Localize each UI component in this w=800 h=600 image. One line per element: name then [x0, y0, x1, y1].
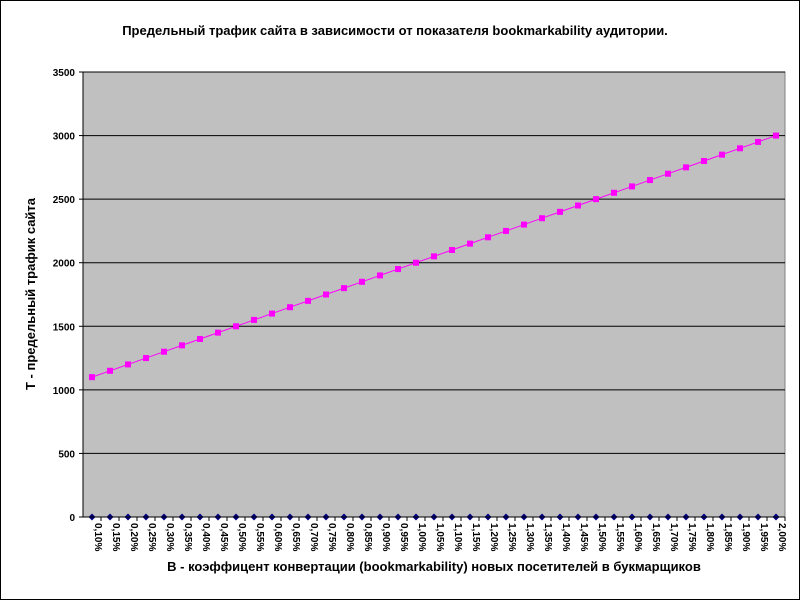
series-0-point [557, 208, 563, 215]
x-tick-label: 1,75% [686, 523, 697, 551]
series-0-point [521, 221, 527, 228]
series-0-point [611, 189, 617, 196]
x-tick-label: 0,70% [308, 523, 319, 551]
x-tick-label: 1,45% [578, 523, 589, 551]
series-0-point [701, 158, 707, 164]
x-tick-label: 0,50% [236, 523, 247, 551]
y-tick-label: 0 [69, 513, 75, 524]
series-0-point [665, 170, 671, 177]
series-0-point [431, 253, 437, 260]
series-0-point [719, 151, 725, 158]
y-tick-label: 3000 [53, 132, 76, 143]
series-0-point [377, 272, 383, 279]
series-0-point [179, 342, 185, 349]
x-tick-label: 0,80% [344, 523, 355, 551]
y-tick-label: 2000 [53, 259, 76, 270]
x-tick-label: 1,35% [542, 523, 553, 551]
x-tick-label: 1,15% [470, 523, 481, 551]
x-tick-label: 0,85% [362, 523, 373, 551]
series-0-point [539, 215, 545, 222]
series-0-point [107, 367, 113, 374]
series-0-point [503, 227, 509, 234]
series-0-point [143, 355, 149, 362]
series-0-point [269, 310, 275, 317]
chart-title: Предельный трафик сайта в зависимости от… [122, 23, 668, 38]
series-0-point [593, 196, 599, 203]
y-axis-ticks: 0 500 1000 1500 2000 2500 3000 3500 [53, 68, 83, 524]
plot-area [82, 71, 786, 518]
x-tick-label: 0,15% [110, 523, 121, 551]
series-0-point [467, 240, 473, 247]
series-0-point [737, 145, 743, 152]
x-axis-ticks: 0,10% 0,15% 0,20% 0,25% 0,30% 0,35% 0,40% 0,45%… [92, 517, 787, 551]
x-tick-label: 1,00% [416, 523, 427, 551]
x-tick-label: 2,00% [776, 523, 787, 551]
x-tick-label: 1,40% [560, 523, 571, 551]
series-0-point [161, 348, 167, 355]
x-tick-label: 0,40% [200, 523, 211, 551]
x-tick-label: 1,55% [614, 523, 625, 551]
x-tick-label: 1,90% [740, 523, 751, 551]
x-tick-label: 1,10% [452, 523, 463, 551]
series-0-point [89, 374, 95, 381]
x-tick-label: 0,95% [398, 523, 409, 551]
series-0-point [287, 304, 293, 311]
series-0-point [323, 291, 329, 298]
x-tick-label: 0,45% [218, 523, 229, 551]
series-0-point [197, 336, 203, 342]
series-0-point [647, 177, 653, 184]
x-tick-label: 1,85% [722, 523, 733, 551]
x-tick-label: 0,55% [254, 523, 265, 551]
series-0-point [575, 202, 581, 209]
x-tick-label: 0,60% [272, 523, 283, 551]
series-0-point [305, 297, 311, 304]
series-0-point [395, 266, 401, 273]
series-0-point [629, 183, 635, 190]
series-0-point [251, 316, 257, 323]
series-0-point [449, 247, 455, 253]
series-0-point [755, 138, 761, 145]
y-axis-title: T - предельный трафик сайта [23, 197, 38, 390]
y-tick-label: 500 [58, 449, 75, 460]
x-tick-label: 1,65% [650, 523, 661, 551]
series-0-point [359, 278, 365, 285]
x-tick-label: 0,90% [380, 523, 391, 551]
series-0-point [125, 361, 131, 368]
x-tick-label: 1,20% [488, 523, 499, 551]
x-tick-label: 1,30% [524, 523, 535, 551]
series-0-point [683, 164, 689, 171]
series-0-point [413, 259, 419, 266]
y-tick-label: 3500 [53, 68, 76, 79]
x-tick-label: 1,25% [506, 523, 517, 551]
x-tick-label: 0,30% [164, 523, 175, 551]
x-tick-label: 1,50% [596, 523, 607, 551]
x-tick-label: 0,10% [92, 523, 103, 551]
x-tick-label: 0,75% [326, 523, 337, 551]
x-tick-label: 1,70% [668, 523, 679, 551]
series-0-point [233, 323, 239, 330]
x-tick-label: 0,35% [182, 523, 193, 551]
gridlines [83, 71, 785, 454]
y-tick-label: 2500 [53, 195, 76, 206]
series-0-point [485, 234, 491, 241]
series-0-point [341, 285, 347, 292]
x-tick-label: 0,25% [146, 523, 157, 551]
x-axis-title: B - коэффицент конвертации (bookmarkabil… [167, 559, 701, 574]
y-tick-label: 1000 [53, 386, 76, 397]
y-tick-label: 1500 [53, 322, 76, 333]
x-tick-label: 1,05% [434, 523, 445, 551]
series-0-point [215, 329, 221, 336]
series-0-point [773, 132, 779, 139]
x-tick-label: 1,95% [758, 523, 769, 551]
x-tick-label: 0,65% [290, 523, 301, 551]
x-tick-label: 1,80% [704, 523, 715, 551]
x-tick-label: 0,20% [128, 523, 139, 551]
x-tick-label: 1,60% [632, 523, 643, 551]
